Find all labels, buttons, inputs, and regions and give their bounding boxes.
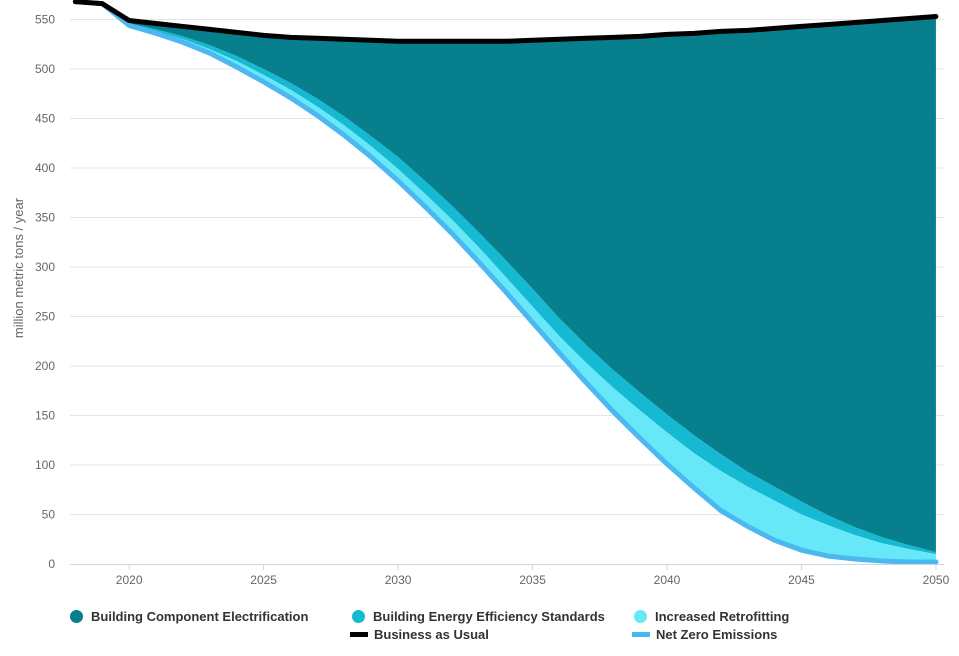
legend-label: Building Energy Efficiency Standards	[373, 609, 605, 624]
legend-label: Building Component Electrification	[91, 609, 309, 624]
x-tick-label: 2050	[923, 573, 950, 587]
x-axis: 2020 2025 2030 2035 2040 2045 2050	[70, 564, 950, 587]
y-tick-label: 0	[48, 557, 55, 571]
y-tick-label: 200	[35, 359, 55, 373]
y-axis-title: million metric tons / year	[11, 197, 26, 338]
y-axis: 0 50 100 150 200 250 300 350 400 450 500 550	[35, 13, 55, 572]
legend-item-business-as-usual[interactable]: Business as Usual	[350, 627, 489, 642]
legend-dot-icon	[634, 610, 647, 623]
y-tick-label: 350	[35, 211, 55, 225]
x-tick-label: 2030	[385, 573, 412, 587]
area-series	[75, 1, 936, 563]
legend-label: Increased Retrofitting	[655, 609, 790, 624]
area-building-component-electrification	[75, 1, 936, 553]
y-tick-label: 300	[35, 260, 55, 274]
line-business-as-usual	[72, 0, 939, 44]
legend-label: Business as Usual	[374, 627, 489, 642]
x-tick-label: 2025	[250, 573, 277, 587]
y-tick-label: 500	[35, 62, 55, 76]
x-tick-label: 2045	[788, 573, 815, 587]
y-tick-label: 50	[42, 508, 56, 522]
y-tick-label: 450	[35, 112, 55, 126]
line-series	[72, 0, 939, 565]
legend-label: Net Zero Emissions	[656, 627, 778, 642]
y-tick-label: 550	[35, 13, 55, 27]
legend-item-building-component-electrification[interactable]: Building Component Electrification	[70, 609, 308, 624]
legend-item-net-zero-emissions[interactable]: Net Zero Emissions	[632, 627, 777, 642]
x-tick-label: 2040	[654, 573, 681, 587]
legend-item-building-energy-efficiency-standards[interactable]: Building Energy Efficiency Standards	[352, 609, 605, 624]
x-tick-label: 2020	[116, 573, 143, 587]
legend: Building Component Electrification Build…	[70, 607, 950, 652]
area-increased-retrofitting	[75, 1, 936, 563]
y-tick-label: 100	[35, 458, 55, 472]
y-tick-label: 400	[35, 161, 55, 175]
x-tick-label: 2035	[519, 573, 546, 587]
legend-item-increased-retrofitting[interactable]: Increased Retrofitting	[634, 609, 789, 624]
legend-line-icon	[632, 632, 650, 637]
emissions-chart: 2020 2025 2030 2035 2040 2045 2050 0 50 100 150 20…	[11, 0, 950, 587]
legend-dot-icon	[70, 610, 83, 623]
y-tick-label: 250	[35, 310, 55, 324]
y-tick-label: 150	[35, 409, 55, 423]
legend-dot-icon	[352, 610, 365, 623]
line-net-zero-emissions	[72, 0, 939, 565]
legend-line-icon	[350, 632, 368, 637]
